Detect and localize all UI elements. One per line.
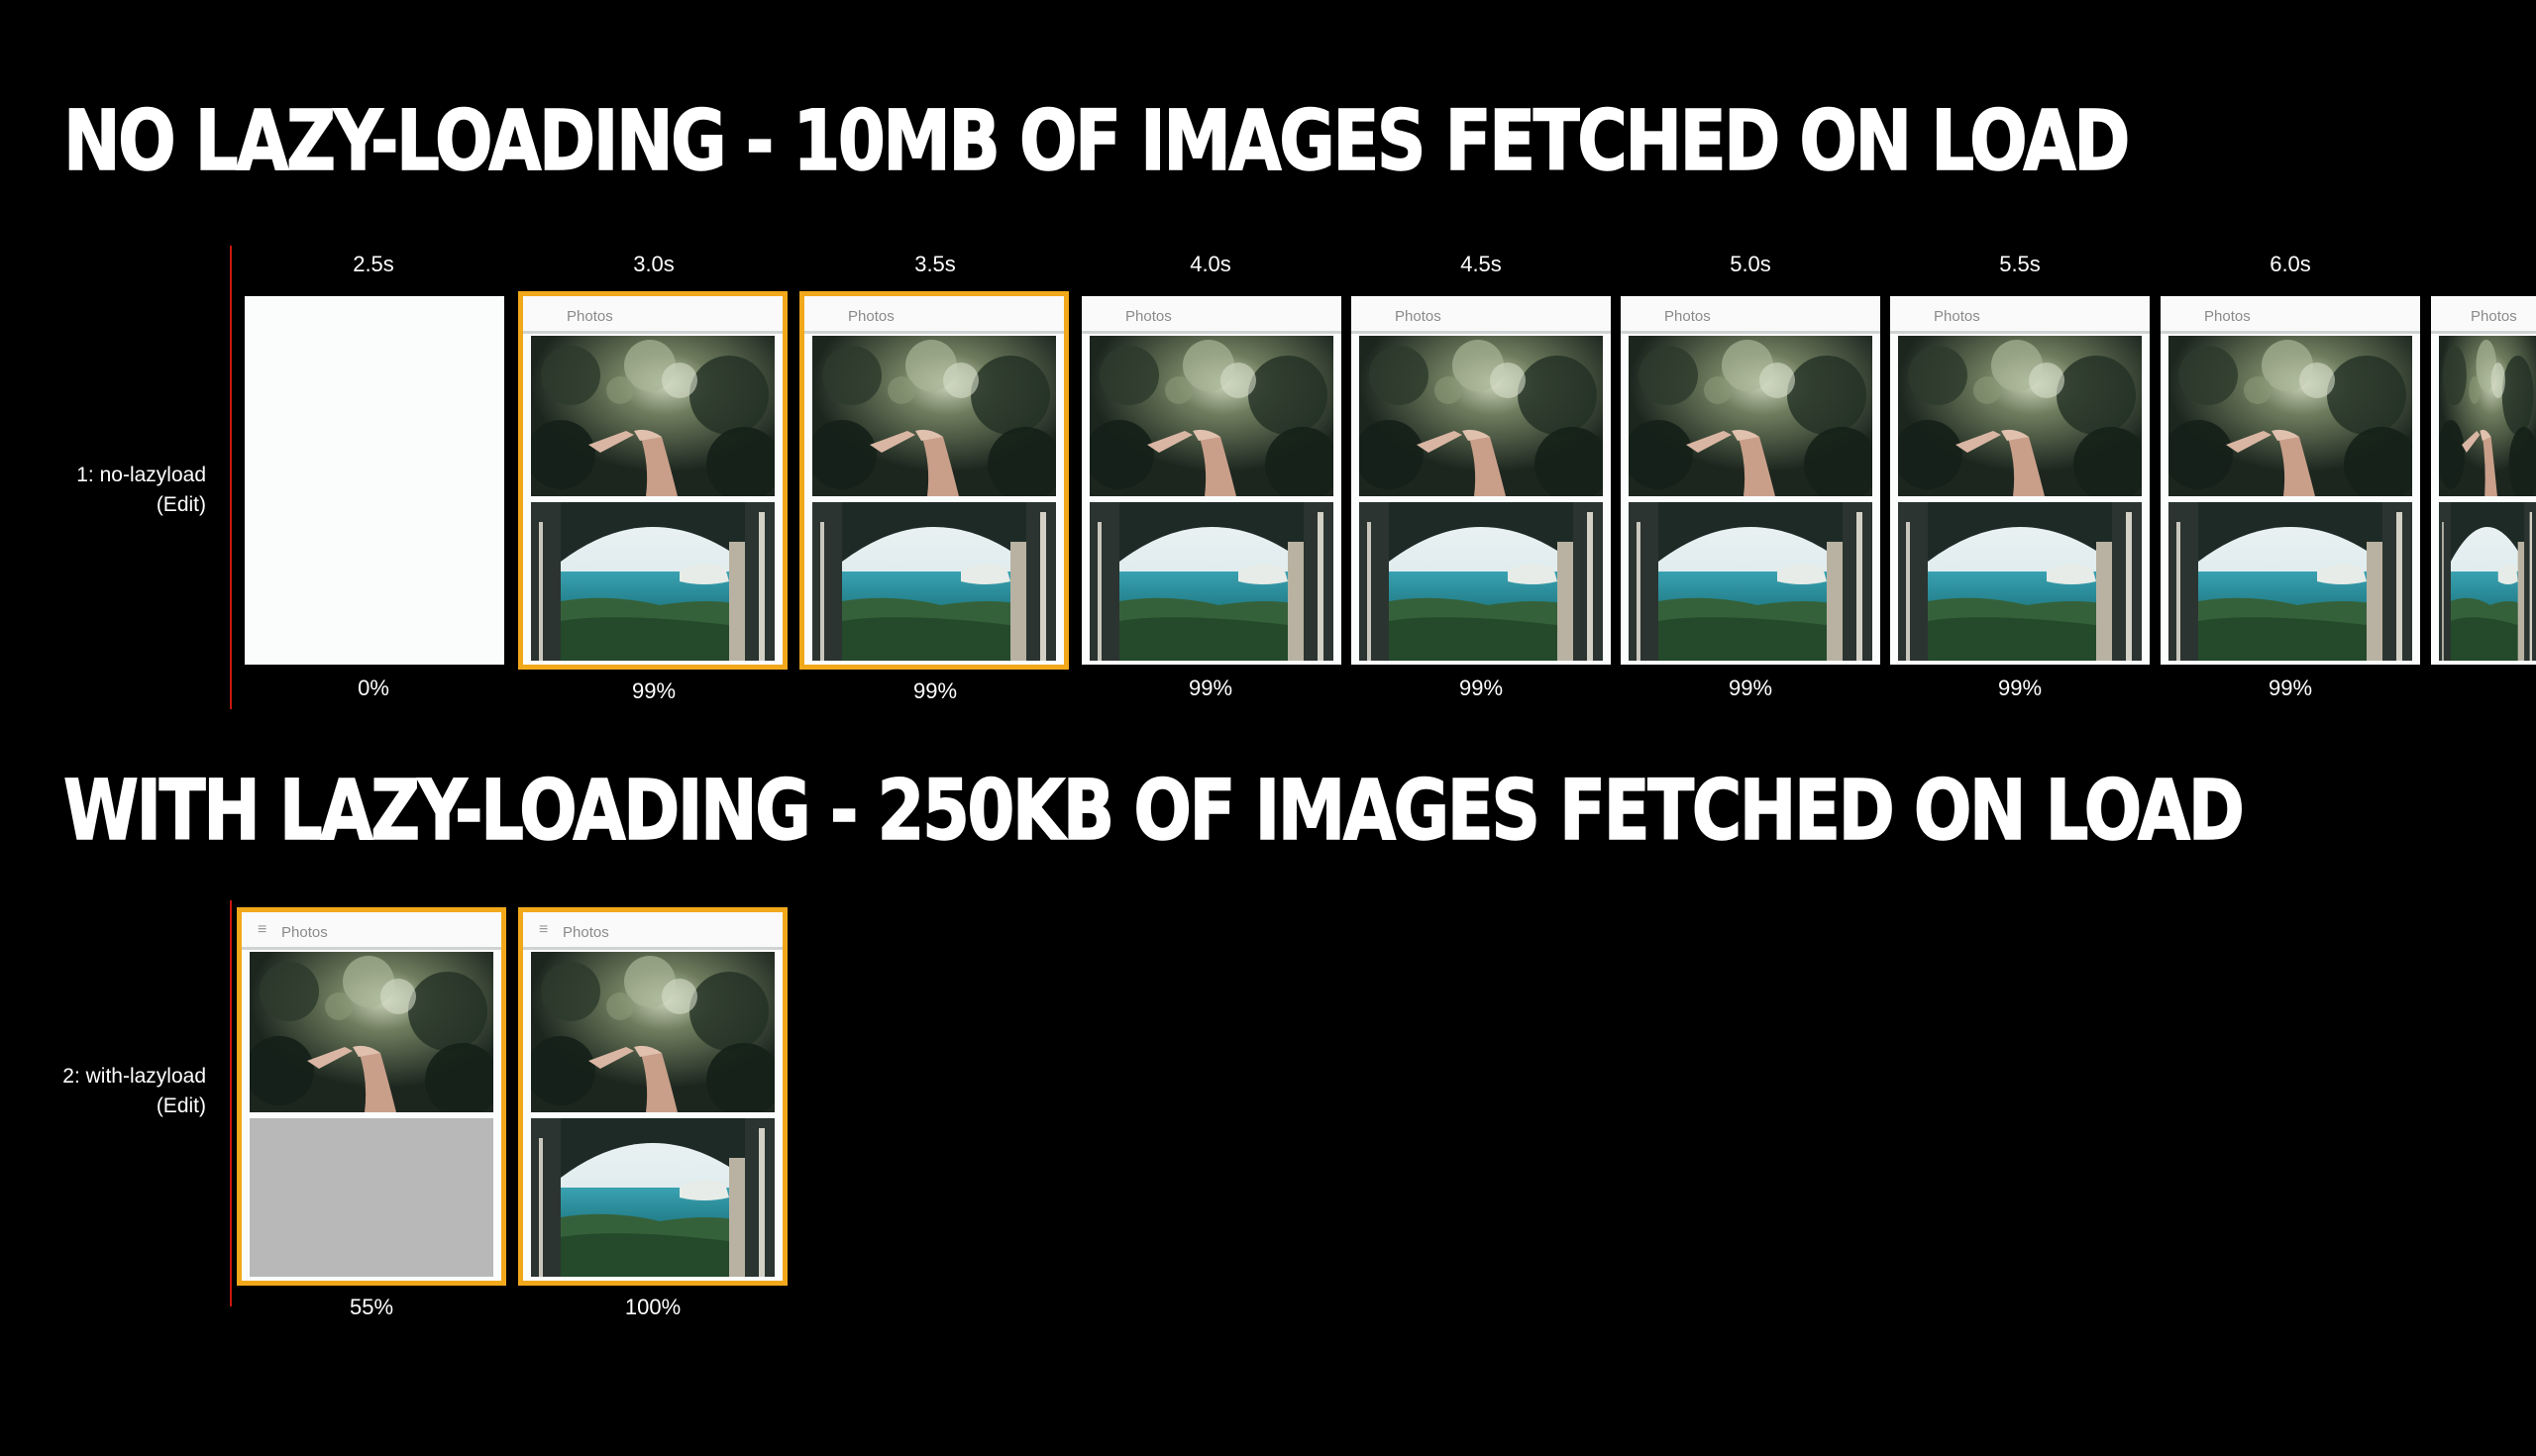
timestamp: 4.5s: [1460, 252, 1502, 276]
row-name: 1: no-lazyload: [76, 464, 206, 486]
timestamp: 4.0s: [1190, 252, 1231, 276]
row-label: 1: no-lazyload (Edit): [8, 461, 206, 520]
visual-progress: 0%: [358, 676, 389, 700]
timestamp: 5.5s: [1999, 252, 2041, 276]
photo-forest-hand: [1090, 336, 1333, 496]
timestamp: 6.0s: [2270, 252, 2311, 276]
timestamp: 3.0s: [633, 252, 675, 276]
hamburger-icon: ≡: [539, 921, 549, 938]
photo-forest-hand: [1898, 336, 2142, 496]
page-header: Photos: [2161, 296, 2420, 334]
visual-progress: 99%: [1728, 676, 1773, 700]
visual-progress: 55%: [349, 1295, 394, 1319]
filmstrip-row-no-lazyload: 1: no-lazyload (Edit) 2.5s 3.0s 3.5s 4.0…: [0, 238, 2536, 713]
page-header: Photos: [804, 296, 1064, 334]
photo-sea-arch: [531, 1118, 775, 1277]
photo-forest-hand: [531, 336, 775, 496]
page-header: Photos: [1082, 296, 1341, 334]
photo-sea-arch: [531, 502, 775, 661]
page-title: Photos: [848, 308, 895, 325]
page-title: Photos: [1125, 308, 1172, 325]
photo-sea-arch: [1359, 502, 1603, 661]
timestamp: 5.0s: [1730, 252, 1771, 276]
visual-progress: 99%: [912, 678, 958, 703]
filmstrip-frame[interactable]: Photos: [799, 291, 1069, 670]
photo-forest-hand: [250, 952, 493, 1112]
timestamp: 2.5s: [353, 252, 394, 276]
page-header: ≡ Photos: [523, 912, 783, 950]
page-header: Photos: [2431, 296, 2536, 334]
hamburger-icon: ≡: [258, 921, 267, 938]
row-label: 2: with-lazyload (Edit): [8, 1062, 206, 1121]
page-header: ≡ Photos: [242, 912, 501, 950]
page-header: Photos: [523, 296, 783, 334]
filmstrip-frame[interactable]: Photos: [518, 291, 788, 670]
visual-progress: 99%: [1997, 676, 2043, 700]
visual-progress: 99%: [631, 678, 677, 703]
photo-sea-arch: [1898, 502, 2142, 661]
headline-no-lazy-loading: NO LAZY-LOADING - 10MB OF IMAGES FETCHED…: [62, 92, 2131, 189]
filmstrip-frame[interactable]: ≡ Photos: [518, 907, 788, 1286]
visual-progress: 99%: [1188, 676, 1233, 700]
photo-sea-arch: [1629, 502, 1872, 661]
photo-sea-arch: [2439, 502, 2536, 661]
filmstrip-frame[interactable]: Photos: [1890, 296, 2150, 665]
visual-progress: 100%: [624, 1295, 682, 1319]
row-edit-link[interactable]: (Edit): [156, 493, 206, 516]
timeline-divider: [230, 246, 232, 709]
page-header: Photos: [1621, 296, 1880, 334]
page-title: Photos: [1664, 308, 1711, 325]
timeline-divider: [230, 900, 232, 1306]
headline-with-lazy-loading: WITH LAZY-LOADING - 250KB OF IMAGES FETC…: [62, 762, 2245, 859]
page-title: Photos: [281, 924, 328, 941]
photo-forest-hand: [2439, 336, 2536, 496]
page-title: Photos: [1934, 308, 1980, 325]
timestamp: 3.5s: [914, 252, 956, 276]
photo-placeholder: [250, 1118, 493, 1277]
filmstrip-row-with-lazyload: 2: with-lazyload (Edit) ≡ Photos ≡ Photo…: [0, 896, 2536, 1322]
filmstrip-frame[interactable]: Photos: [2161, 296, 2420, 665]
row-name: 2: with-lazyload: [62, 1065, 206, 1088]
page-title: Photos: [563, 924, 609, 941]
filmstrip-frame-blank[interactable]: [245, 296, 504, 665]
page-title: Photos: [2204, 308, 2251, 325]
filmstrip-frame[interactable]: Photos: [1351, 296, 1611, 665]
filmstrip-frame[interactable]: Photos: [1621, 296, 1880, 665]
photo-sea-arch: [1090, 502, 1333, 661]
filmstrip-frame[interactable]: ≡ Photos: [237, 907, 506, 1286]
page-title: Photos: [1395, 308, 1441, 325]
page-title: Photos: [2471, 308, 2517, 325]
photo-forest-hand: [812, 336, 1056, 496]
photo-sea-arch: [812, 502, 1056, 661]
photo-sea-arch: [2168, 502, 2412, 661]
page-header: Photos: [1351, 296, 1611, 334]
photo-forest-hand: [1629, 336, 1872, 496]
row-edit-link[interactable]: (Edit): [156, 1094, 206, 1117]
page-header: Photos: [1890, 296, 2150, 334]
visual-progress: 99%: [1458, 676, 1504, 700]
photo-forest-hand: [1359, 336, 1603, 496]
filmstrip-frame-clipped[interactable]: Photos: [2431, 296, 2536, 665]
photo-forest-hand: [531, 952, 775, 1112]
filmstrip-frame[interactable]: Photos: [1082, 296, 1341, 665]
visual-progress: 99%: [2268, 676, 2313, 700]
page-title: Photos: [567, 308, 613, 325]
photo-forest-hand: [2168, 336, 2412, 496]
